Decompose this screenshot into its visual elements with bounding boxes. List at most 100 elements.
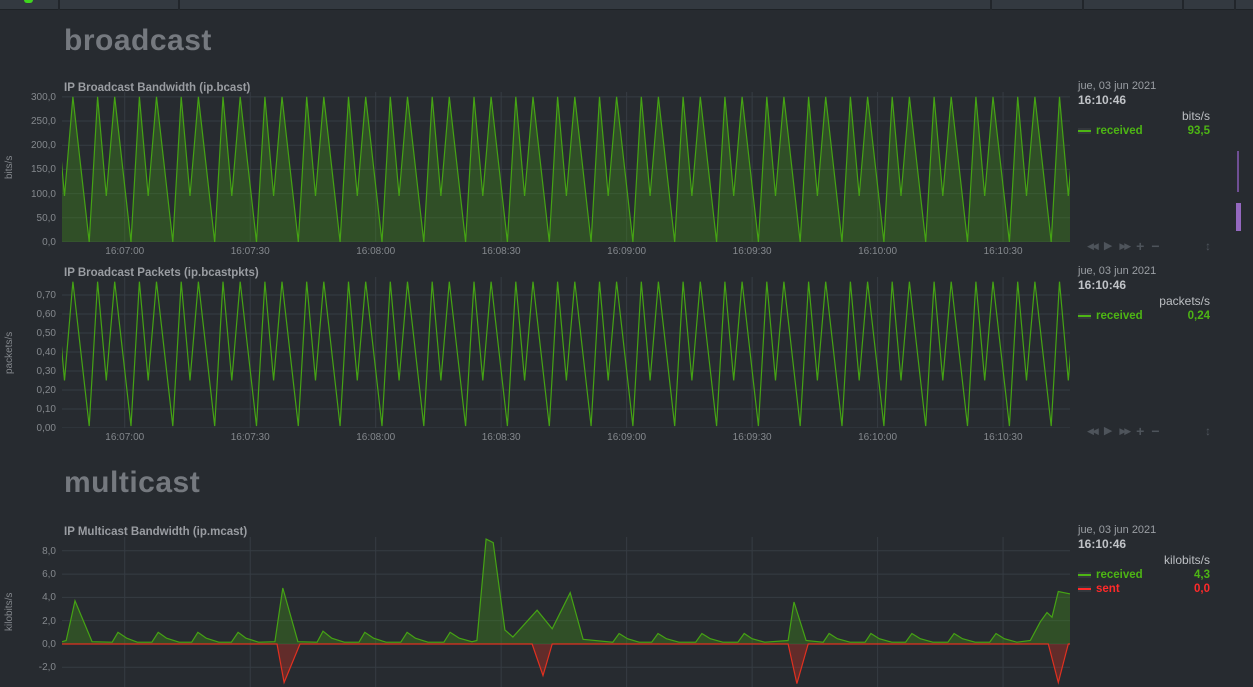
series-value: 93,5 bbox=[1187, 125, 1210, 137]
x-tick-label: 16:07:00 bbox=[105, 246, 145, 257]
y-tick-label: 8,0 bbox=[42, 545, 56, 557]
topbar-divider bbox=[1082, 0, 1084, 10]
chart-ip-multicast-bandwidth: IP Multicast Bandwidth (ip.mcast) kilobi… bbox=[0, 524, 1253, 687]
x-tick-label: 16:08:30 bbox=[481, 246, 521, 257]
y-tick-label: 4,0 bbox=[42, 592, 56, 604]
y-tick-label: 250,0 bbox=[30, 116, 56, 128]
x-tick-label: 16:08:30 bbox=[481, 432, 521, 443]
resize-icon[interactable]: ↕ bbox=[1205, 239, 1211, 253]
y-tick-label: 0,70 bbox=[36, 290, 56, 302]
legend-row-received[interactable]: received 0,24 bbox=[1078, 309, 1210, 323]
chart-title: IP Multicast Bandwidth (ip.mcast) bbox=[64, 526, 248, 538]
pan-backward-icon[interactable]: ◀◀ bbox=[1087, 426, 1099, 436]
x-tick-label: 16:09:30 bbox=[732, 246, 772, 257]
series-label: sent bbox=[1096, 583, 1120, 595]
chart-ip-broadcast-packets: IP Broadcast Packets (ip.bcastpkts) pack… bbox=[0, 265, 1253, 447]
y-tick-label: 300,0 bbox=[30, 91, 56, 103]
series-label: received bbox=[1096, 125, 1143, 137]
legend-row-sent[interactable]: sent 0,0 bbox=[1078, 582, 1210, 596]
chart-legend: jue, 03 jun 2021 16:10:46 bits/s receive… bbox=[1078, 80, 1210, 138]
chart-title: IP Broadcast Packets (ip.bcastpkts) bbox=[64, 267, 259, 279]
y-tick-label: 2,0 bbox=[42, 615, 56, 627]
x-tick-label: 16:10:00 bbox=[858, 246, 898, 257]
series-label: received bbox=[1096, 310, 1143, 322]
y-tick-label: 200,0 bbox=[30, 140, 56, 152]
scroll-marker-thin bbox=[1237, 151, 1239, 192]
x-tick-label: 16:10:30 bbox=[983, 246, 1023, 257]
pan-forward-icon[interactable]: ▶▶ bbox=[1119, 426, 1131, 436]
pan-forward-icon[interactable]: ▶▶ bbox=[1119, 241, 1131, 251]
series-value: 4,3 bbox=[1194, 569, 1210, 581]
y-tick-label: 0,20 bbox=[36, 385, 56, 396]
topbar-divider bbox=[990, 0, 992, 10]
resize-icon[interactable]: ↕ bbox=[1205, 424, 1211, 438]
y-tick-label: 0,40 bbox=[36, 347, 56, 359]
pan-backward-icon[interactable]: ◀◀ bbox=[1087, 241, 1099, 251]
plot-area[interactable] bbox=[62, 92, 1070, 242]
y-tick-label: 0,50 bbox=[36, 328, 56, 340]
legend-units: bits/s bbox=[1181, 109, 1210, 123]
zoom-in-icon[interactable]: + bbox=[1136, 238, 1145, 254]
y-tick-label: 100,0 bbox=[30, 188, 56, 200]
y-tick-label: -2,0 bbox=[38, 662, 56, 674]
y-tick-label: 6,0 bbox=[42, 569, 56, 581]
play-icon[interactable]: ▶ bbox=[1103, 240, 1113, 252]
section-heading-multicast: multicast bbox=[64, 466, 201, 499]
x-tick-label: 16:07:30 bbox=[230, 246, 270, 257]
section-heading-broadcast: broadcast bbox=[64, 24, 212, 57]
y-tick-label: 50,0 bbox=[36, 212, 56, 224]
zoom-in-icon[interactable]: + bbox=[1136, 423, 1145, 439]
topbar-divider bbox=[1182, 0, 1184, 10]
y-tick-label: 0,60 bbox=[36, 309, 56, 321]
y-tick-label: 0,30 bbox=[36, 366, 56, 378]
zoom-out-icon[interactable]: − bbox=[1151, 238, 1160, 254]
chart-ip-broadcast-bandwidth: IP Broadcast Bandwidth (ip.bcast) bits/s… bbox=[0, 80, 1253, 262]
x-tick-label: 16:08:00 bbox=[356, 432, 396, 443]
topbar-divider bbox=[58, 0, 60, 10]
play-icon[interactable]: ▶ bbox=[1103, 425, 1113, 437]
legend-row-received[interactable]: received 93,5 bbox=[1078, 124, 1210, 138]
y-tick-label: 0,10 bbox=[36, 404, 56, 415]
zoom-out-icon[interactable]: − bbox=[1151, 423, 1160, 439]
chart-toolbox: ◀◀ ▶ ▶▶ + − ↕ bbox=[1087, 238, 1211, 254]
series-label: received bbox=[1096, 569, 1143, 581]
topbar-divider bbox=[178, 0, 180, 10]
series-swatch-icon bbox=[1078, 313, 1091, 319]
series-value: 0,24 bbox=[1187, 310, 1210, 322]
scroll-marker-thick bbox=[1236, 203, 1241, 231]
legend-date: jue, 03 jun 2021 bbox=[1078, 524, 1157, 536]
chart-legend: jue, 03 jun 2021 16:10:46 kilobits/s rec… bbox=[1078, 524, 1210, 596]
x-tick-label: 16:09:00 bbox=[607, 432, 647, 443]
y-tick-label: 0,0 bbox=[42, 237, 56, 248]
legend-units: packets/s bbox=[1159, 294, 1210, 308]
x-tick-label: 16:08:00 bbox=[356, 246, 396, 257]
plot-area[interactable] bbox=[62, 537, 1070, 687]
legend-time: 16:10:46 bbox=[1078, 537, 1127, 551]
x-tick-label: 16:10:30 bbox=[983, 432, 1023, 443]
chart-legend: jue, 03 jun 2021 16:10:46 packets/s rece… bbox=[1078, 265, 1210, 323]
legend-row-received[interactable]: received 4,3 bbox=[1078, 568, 1210, 582]
y-tick-label: 150,0 bbox=[30, 164, 56, 176]
netdata-logo-icon[interactable] bbox=[24, 0, 33, 3]
series-swatch-icon bbox=[1078, 586, 1091, 592]
chart-toolbox: ◀◀ ▶ ▶▶ + − ↕ bbox=[1087, 423, 1211, 439]
series-value: 0,0 bbox=[1194, 583, 1210, 595]
legend-time: 16:10:46 bbox=[1078, 93, 1127, 107]
top-navigation-bar[interactable] bbox=[0, 0, 1253, 10]
x-tick-label: 16:09:30 bbox=[732, 432, 772, 443]
legend-units: kilobits/s bbox=[1163, 553, 1210, 567]
legend-date: jue, 03 jun 2021 bbox=[1078, 80, 1157, 92]
y-tick-label: 0,00 bbox=[36, 423, 56, 434]
x-tick-label: 16:07:00 bbox=[105, 432, 145, 443]
x-tick-label: 16:07:30 bbox=[230, 432, 270, 443]
topbar-divider bbox=[1234, 0, 1236, 10]
legend-time: 16:10:46 bbox=[1078, 278, 1127, 292]
plot-area[interactable] bbox=[62, 277, 1070, 428]
x-tick-label: 16:10:00 bbox=[858, 432, 898, 443]
series-swatch-icon bbox=[1078, 572, 1091, 578]
legend-date: jue, 03 jun 2021 bbox=[1078, 265, 1157, 277]
series-swatch-icon bbox=[1078, 128, 1091, 134]
x-tick-label: 16:09:00 bbox=[607, 246, 647, 257]
y-tick-label: 0,0 bbox=[42, 638, 56, 650]
chart-title: IP Broadcast Bandwidth (ip.bcast) bbox=[64, 82, 251, 94]
